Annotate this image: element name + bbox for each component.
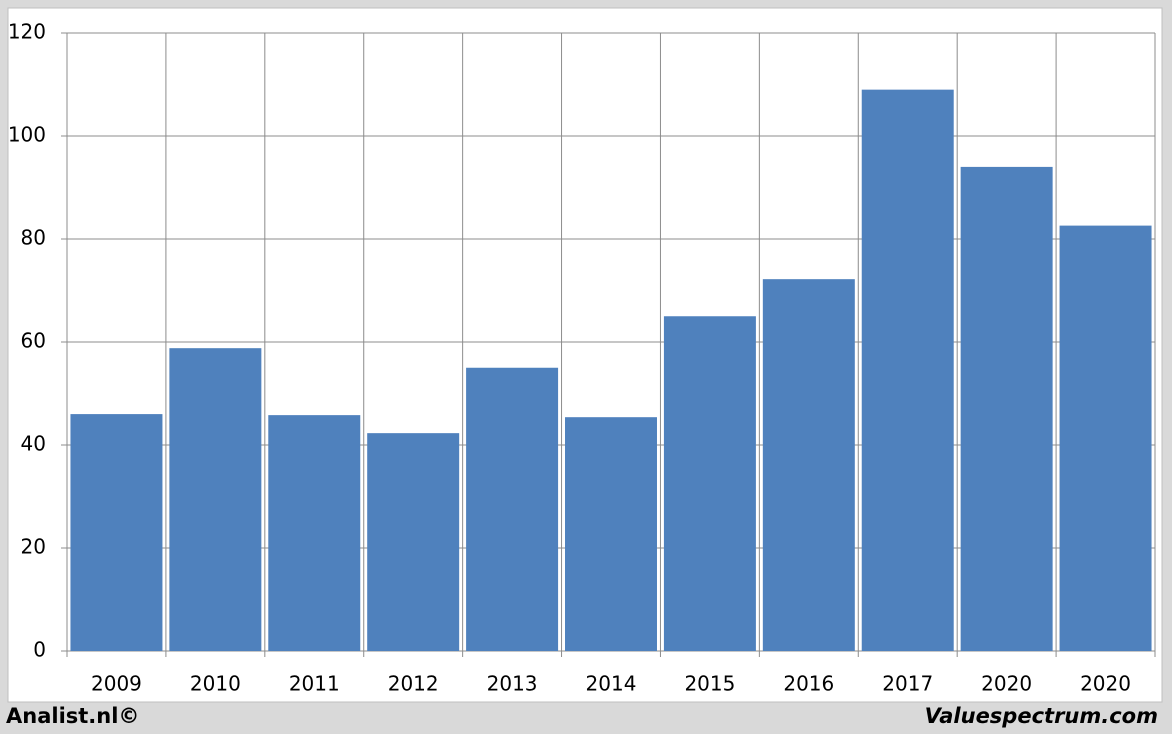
x-tick-label: 2015 (684, 672, 735, 696)
x-tick-label: 2011 (289, 672, 340, 696)
bar (663, 316, 756, 651)
x-tick-label: 2017 (882, 672, 933, 696)
y-tick-label: 120 (8, 20, 46, 44)
bar (1059, 225, 1152, 652)
x-tick-label: 2020 (981, 672, 1032, 696)
x-tick-label: 2009 (91, 672, 142, 696)
y-tick-label: 20 (21, 535, 46, 559)
y-tick-label: 60 (21, 329, 46, 353)
footer-left: Analist.nl© (6, 704, 139, 728)
y-tick-label: 80 (21, 226, 46, 250)
bar (268, 415, 361, 651)
x-tick-label: 2014 (586, 672, 637, 696)
x-tick-label: 2010 (190, 672, 241, 696)
bar (70, 414, 163, 651)
x-tick-label: 2020 (1080, 672, 1131, 696)
bar (861, 89, 954, 651)
x-tick-label: 2012 (388, 672, 439, 696)
bar (960, 166, 1053, 651)
x-tick-label: 2016 (783, 672, 834, 696)
y-tick-label: 40 (21, 432, 46, 456)
x-tick-label: 2013 (487, 672, 538, 696)
y-tick-label: 100 (8, 123, 46, 147)
bar (367, 433, 460, 651)
bar (466, 367, 559, 651)
y-tick-label: 0 (33, 638, 46, 662)
bar (565, 417, 657, 651)
bar (169, 348, 262, 651)
bar (762, 279, 855, 651)
footer-right: Valuespectrum.com (925, 704, 1158, 728)
